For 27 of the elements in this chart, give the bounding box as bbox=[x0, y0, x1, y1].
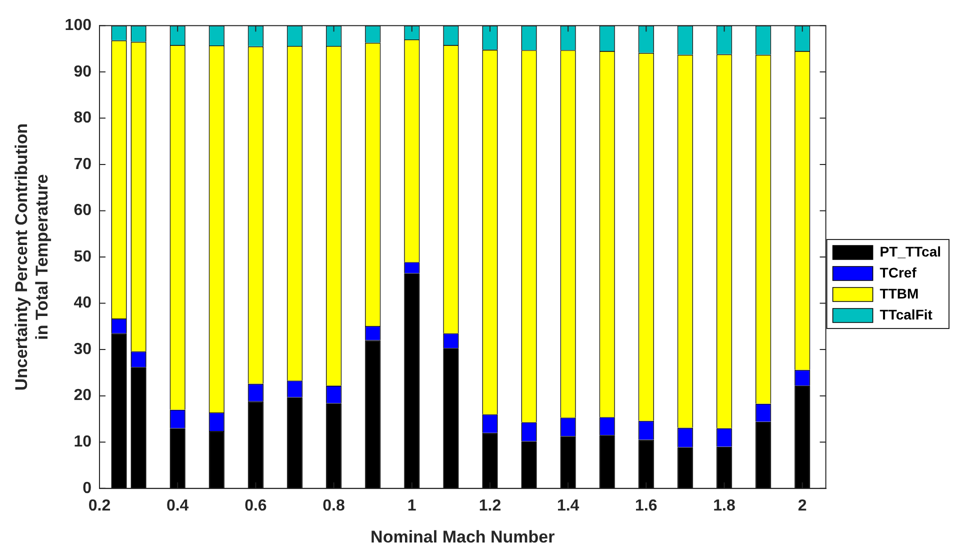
x-tick-label: 1.2 bbox=[478, 497, 502, 514]
legend-label: TCref bbox=[880, 264, 917, 280]
y-axis-title: Uncertainty Percent Contribution in Total Temperature bbox=[12, 123, 52, 391]
y-tick-label: 20 bbox=[74, 387, 92, 404]
y-tick-label: 60 bbox=[74, 202, 92, 220]
x-tick-label: 1.8 bbox=[713, 497, 736, 514]
y-tick-label: 70 bbox=[74, 156, 92, 173]
legend-label: PT_TTcal bbox=[880, 243, 941, 260]
x-tick-label: 1.6 bbox=[635, 497, 658, 514]
y-tick-label: 80 bbox=[74, 110, 92, 127]
y-tick-label: 90 bbox=[74, 63, 92, 80]
legend-label: TTcalFit bbox=[880, 306, 933, 322]
legend-label: TTBM bbox=[880, 285, 919, 302]
y-tick-label: 10 bbox=[74, 434, 92, 451]
y-tick-label: 30 bbox=[74, 340, 92, 358]
y-tick-label: 50 bbox=[74, 248, 92, 266]
y-tick-label: 100 bbox=[64, 17, 92, 34]
x-tick-label: 0.8 bbox=[322, 497, 346, 514]
x-tick-label: 0.6 bbox=[244, 497, 267, 514]
y-tick-label: 0 bbox=[82, 480, 92, 497]
x-tick-label: 1.4 bbox=[556, 497, 580, 514]
x-tick-label: 0.2 bbox=[88, 497, 111, 514]
x-tick-label: 1 bbox=[407, 497, 416, 514]
x-tick-label: 2 bbox=[798, 497, 807, 514]
y-tick-label: 40 bbox=[74, 294, 92, 312]
x-axis-title: Nominal Mach Number bbox=[370, 527, 556, 546]
x-tick-label: 0.4 bbox=[166, 497, 189, 514]
